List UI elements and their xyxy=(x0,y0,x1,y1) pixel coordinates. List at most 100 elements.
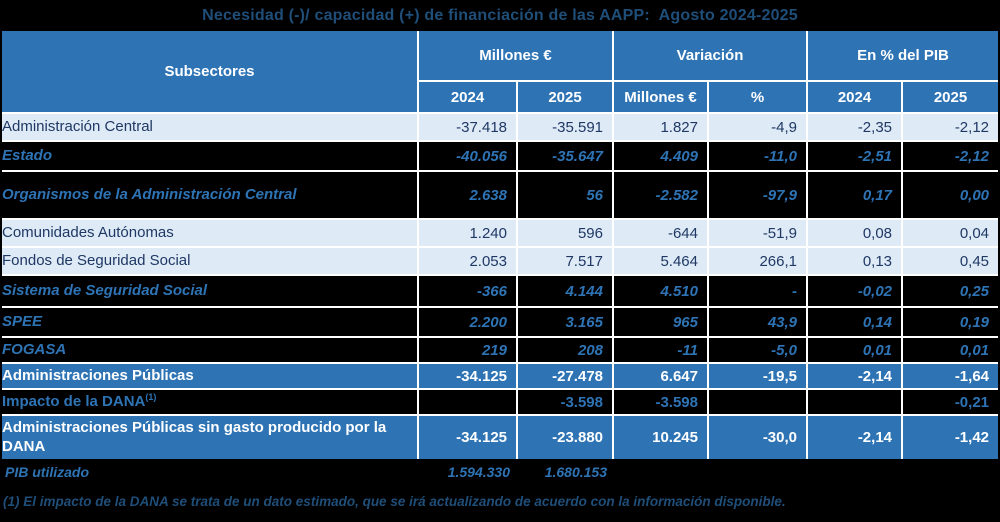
cell-pib-2025: 0,04 xyxy=(901,218,1000,248)
row-label: Sistema de Seguridad Social xyxy=(1,274,419,308)
col-header-variacion-millones: Millones € xyxy=(612,80,709,114)
cell-pib-2025: 0,00 xyxy=(901,170,1000,220)
cell-var-pct: -5,0 xyxy=(706,336,809,364)
col-header-variacion-pct: % xyxy=(706,80,809,114)
cell-pib-2024: -2,14 xyxy=(806,362,904,390)
cell-2025: -27.478 xyxy=(516,362,614,390)
row-label: Administraciones Públicas sin gasto prod… xyxy=(1,414,419,460)
cell-2025: 208 xyxy=(516,336,614,364)
header-sub-row: 2024 2025 Millones € % 2024 2025 xyxy=(2,80,1000,114)
row-label: Comunidades Autónomas xyxy=(1,218,419,248)
col-header-millones-2025: 2025 xyxy=(516,80,614,114)
cell-pib-2024: 0,13 xyxy=(806,246,904,276)
row-label: SPEE xyxy=(1,306,419,338)
cell-pib-2025: 0,25 xyxy=(901,274,1000,308)
cell-var-pct: -4,9 xyxy=(706,112,809,142)
row-label: FOGASA xyxy=(1,336,419,364)
cell-2024: 2.200 xyxy=(417,306,518,338)
table-row-estado: Estado -40.056 -35.647 4.409 -11,0 -2,51… xyxy=(1,140,1000,172)
cell-2025: -3.598 xyxy=(516,388,614,416)
row-label: Organismos de la Administración Central xyxy=(1,170,419,220)
cell-2025: -35.647 xyxy=(516,140,614,172)
table-row-ap-sin-gasto-dana: Administraciones Públicas sin gasto prod… xyxy=(1,414,1000,460)
cell-var-millones: -2.582 xyxy=(612,170,709,220)
table-row-organismos-ac: Organismos de la Administración Central … xyxy=(1,170,1000,220)
pib-row: PIB utilizado 1.594.330 1.680.153 xyxy=(2,459,1000,485)
cell-2024: -34.125 xyxy=(417,362,518,390)
cell-pib-2025: -1,64 xyxy=(901,362,1000,390)
cell-2025: 596 xyxy=(516,218,614,248)
cell-2025: 7.517 xyxy=(516,246,614,276)
report-title: Necesidad (-)/ capacidad (+) de financia… xyxy=(202,7,798,24)
cell-pib-2024: 0,08 xyxy=(806,218,904,248)
cell-pib-2025: -2,12 xyxy=(901,140,1000,172)
table-row-administracion-central: Administración Central -37.418 -35.591 1… xyxy=(1,112,1000,142)
table-row-sistema-seguridad-social: Sistema de Seguridad Social -366 4.144 4… xyxy=(1,274,1000,308)
cell-pib-2024: -2,35 xyxy=(806,112,904,142)
cell-2025: 56 xyxy=(516,170,614,220)
cell-var-millones: -644 xyxy=(612,218,709,248)
cell-var-millones: 965 xyxy=(612,306,709,338)
cell-var-millones: 10.245 xyxy=(612,414,709,460)
cell-var-pct: -19,5 xyxy=(706,362,809,390)
pib-label: PIB utilizado xyxy=(5,464,89,480)
cell-var-pct: -51,9 xyxy=(706,218,809,248)
cell-pib-2024: 0,01 xyxy=(806,336,904,364)
col-group-millones: Millones € xyxy=(417,30,614,82)
table-row-comunidades-autonomas: Comunidades Autónomas 1.240 596 -644 -51… xyxy=(1,218,1000,248)
table-row-spee: SPEE 2.200 3.165 965 43,9 0,14 0,19 xyxy=(1,306,1000,338)
cell-var-millones: 4.510 xyxy=(612,274,709,308)
footnote: (1) El impacto de la DANA se trata de un… xyxy=(3,494,786,509)
col-header-subsectores: Subsectores xyxy=(1,30,419,114)
cell-pib-2025: 0,01 xyxy=(901,336,1000,364)
cell-2024: -40.056 xyxy=(417,140,518,172)
cell-pib-2025: 0,19 xyxy=(901,306,1000,338)
row-label: Fondos de Seguridad Social xyxy=(1,246,419,276)
cell-2025: -23.880 xyxy=(516,414,614,460)
cell-pib-2025: -2,12 xyxy=(901,112,1000,142)
col-header-millones-2024: 2024 xyxy=(417,80,518,114)
cell-pib-2024 xyxy=(806,388,904,416)
financing-table: Subsectores Millones € Variación En % de… xyxy=(1,30,1000,460)
cell-var-pct: - xyxy=(706,274,809,308)
cell-pib-2025: -1,42 xyxy=(901,414,1000,460)
cell-2024: -366 xyxy=(417,274,518,308)
cell-var-millones: -11 xyxy=(612,336,709,364)
cell-pib-2025: -0,21 xyxy=(901,388,1000,416)
cell-2025: 4.144 xyxy=(516,274,614,308)
col-group-pib: En % del PIB xyxy=(806,30,1000,82)
cell-pib-2025: 0,45 xyxy=(901,246,1000,276)
pib-value-2025: 1.680.153 xyxy=(544,464,607,480)
row-label: Impacto de la DANA(1) xyxy=(1,388,419,416)
row-label: Administraciones Públicas xyxy=(1,362,419,390)
cell-var-millones: 6.647 xyxy=(612,362,709,390)
cell-var-pct: 43,9 xyxy=(706,306,809,338)
cell-var-millones: 5.464 xyxy=(612,246,709,276)
cell-2024: 1.240 xyxy=(417,218,518,248)
table-row-administraciones-publicas: Administraciones Públicas -34.125 -27.47… xyxy=(1,362,1000,390)
table-body: Administración Central -37.418 -35.591 1… xyxy=(1,112,1000,460)
header-group-row: Subsectores Millones € Variación En % de… xyxy=(1,30,1000,114)
col-header-pib-2024: 2024 xyxy=(806,80,904,114)
col-header-pib-2025: 2025 xyxy=(901,80,1000,114)
cell-2025: -35.591 xyxy=(516,112,614,142)
pib-value-2024: 1.594.330 xyxy=(447,464,510,480)
cell-var-pct: -30,0 xyxy=(706,414,809,460)
cell-2024: -37.418 xyxy=(417,112,518,142)
table-row-fogasa: FOGASA 219 208 -11 -5,0 0,01 0,01 xyxy=(1,336,1000,364)
cell-2024: -34.125 xyxy=(417,414,518,460)
cell-var-millones: 1.827 xyxy=(612,112,709,142)
row-label: Estado xyxy=(1,140,419,172)
cell-2024: 2.053 xyxy=(417,246,518,276)
cell-var-pct xyxy=(706,388,809,416)
cell-var-millones: 4.409 xyxy=(612,140,709,172)
cell-var-pct: 266,1 xyxy=(706,246,809,276)
col-group-variacion: Variación xyxy=(611,30,809,82)
cell-pib-2024: 0,17 xyxy=(806,170,904,220)
cell-pib-2024: 0,14 xyxy=(806,306,904,338)
cell-pib-2024: -2,14 xyxy=(806,414,904,460)
table-row-fondos-seguridad-social: Fondos de Seguridad Social 2.053 7.517 5… xyxy=(1,246,1000,276)
cell-var-millones: -3.598 xyxy=(612,388,709,416)
cell-pib-2024: -2,51 xyxy=(806,140,904,172)
